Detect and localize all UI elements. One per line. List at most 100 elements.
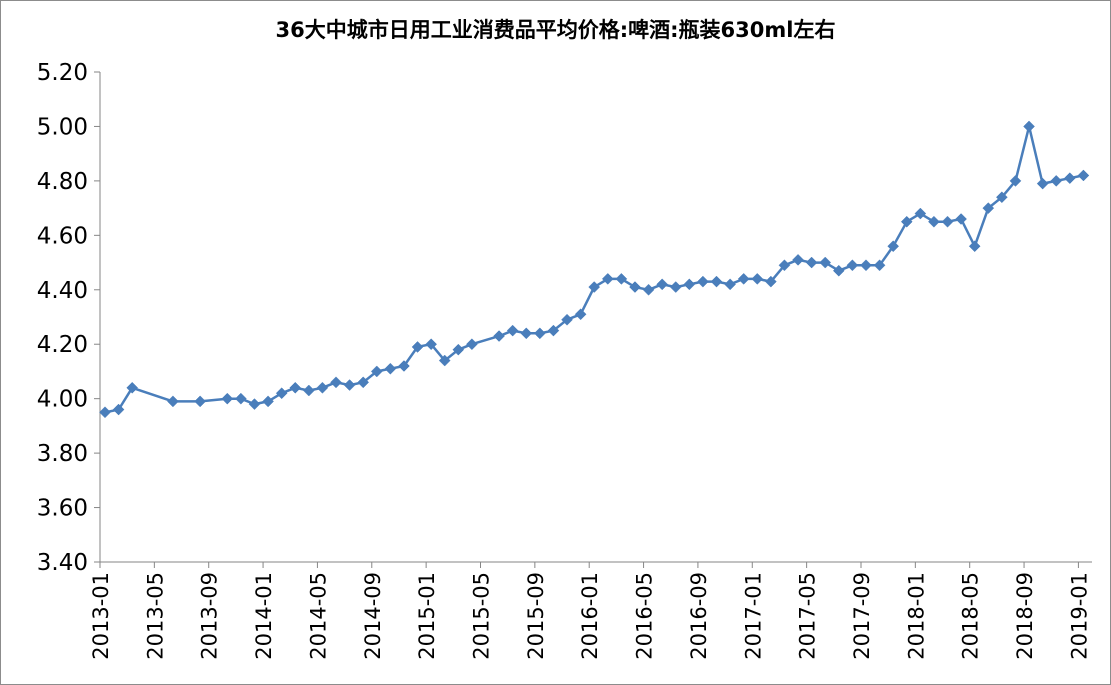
y-tick-label: 5.20 — [37, 60, 88, 86]
data-point — [262, 395, 274, 408]
data-point — [765, 275, 777, 288]
x-tick-label: 2015-01 — [415, 572, 439, 660]
data-point — [968, 240, 981, 253]
x-tick-label: 2013-01 — [89, 572, 113, 660]
data-point — [194, 395, 206, 408]
x-tick-label: 2013-05 — [143, 572, 167, 660]
data-point — [1063, 172, 1076, 185]
data-point — [669, 281, 682, 293]
x-tick-label: 2016-05 — [633, 572, 657, 660]
data-point — [533, 327, 546, 340]
data-point — [819, 256, 832, 269]
data-point — [167, 395, 179, 408]
series-line — [104, 125, 1084, 414]
data-point — [873, 259, 886, 272]
y-tick-label: 4.40 — [37, 278, 88, 304]
x-tick-label: 2016-01 — [578, 572, 602, 660]
data-point — [642, 283, 655, 296]
data-point — [99, 406, 111, 419]
data-point — [466, 338, 478, 351]
data-point — [996, 191, 1008, 204]
data-point — [112, 403, 125, 416]
data-point — [683, 278, 696, 291]
data-point — [1050, 175, 1063, 187]
data-point — [846, 259, 859, 272]
data-point — [751, 273, 764, 285]
x-tick-label: 2017-05 — [796, 572, 820, 660]
data-point — [561, 313, 573, 326]
x-tick-label: 2017-01 — [741, 572, 765, 660]
data-point — [384, 362, 397, 375]
data-point — [778, 259, 791, 272]
x-tick-label: 2015-05 — [469, 572, 493, 660]
data-point — [955, 213, 967, 225]
data-point — [425, 338, 437, 351]
y-tick-label: 3.80 — [37, 441, 88, 467]
y-tick-label: 3.60 — [37, 496, 88, 522]
data-point — [493, 330, 505, 342]
data-point — [370, 365, 383, 378]
x-tick-label: 2016-09 — [687, 572, 711, 660]
data-point — [615, 273, 628, 285]
data-point — [547, 324, 560, 337]
x-tick-label: 2014-01 — [252, 572, 276, 660]
data-point — [330, 376, 342, 389]
y-tick-label: 4.60 — [37, 223, 88, 249]
data-point — [832, 264, 845, 277]
y-tick-label: 3.40 — [37, 550, 88, 576]
data-point — [357, 376, 370, 389]
data-point — [656, 278, 669, 291]
data-point — [1077, 169, 1090, 182]
data-point — [1023, 120, 1035, 133]
data-point — [697, 275, 709, 288]
data-point — [629, 281, 641, 293]
x-tick-label: 2017-09 — [850, 572, 874, 660]
data-point — [914, 207, 927, 220]
y-tick-label: 4.20 — [37, 332, 88, 358]
data-point — [887, 240, 900, 253]
data-point — [574, 308, 587, 321]
y-tick-label: 4.80 — [37, 169, 88, 195]
data-point — [1036, 177, 1049, 190]
data-point — [452, 343, 465, 356]
x-tick-label: 2013-09 — [198, 572, 222, 660]
data-point — [316, 381, 329, 394]
data-point — [235, 392, 247, 405]
data-point — [411, 341, 424, 353]
x-tick-label: 2018-09 — [1013, 572, 1037, 660]
x-tick-label: 2018-01 — [904, 572, 928, 660]
data-point — [982, 202, 995, 214]
data-point — [737, 273, 750, 285]
data-point — [860, 259, 872, 272]
data-point — [805, 256, 818, 269]
chart-title: 36大中城市日用工业消费品平均价格:啤酒:瓶装630ml左右 — [275, 18, 836, 42]
data-point — [588, 281, 601, 293]
x-tick-label: 2019-01 — [1067, 572, 1091, 660]
x-tick-label: 2014-09 — [361, 572, 385, 660]
data-point — [506, 324, 519, 337]
data-point — [928, 215, 940, 228]
x-tick-label: 2014-05 — [306, 572, 330, 660]
x-tick-label: 2018-05 — [959, 572, 983, 660]
y-tick-label: 4.00 — [37, 387, 88, 413]
data-point — [520, 327, 533, 340]
data-point — [343, 379, 356, 391]
data-point — [302, 384, 315, 397]
data-point — [941, 215, 954, 228]
data-point — [289, 381, 302, 394]
data-point — [221, 392, 234, 405]
data-point — [710, 275, 723, 288]
data-point — [438, 354, 451, 367]
x-tick-label: 2015-09 — [524, 572, 548, 660]
y-tick-label: 5.00 — [37, 114, 88, 140]
data-point — [1009, 175, 1022, 187]
data-point — [248, 398, 261, 410]
data-point — [724, 278, 736, 291]
data-point — [792, 253, 804, 266]
data-point — [601, 273, 614, 285]
data-point — [275, 387, 288, 400]
data-point — [126, 381, 139, 394]
data-point — [900, 215, 913, 228]
